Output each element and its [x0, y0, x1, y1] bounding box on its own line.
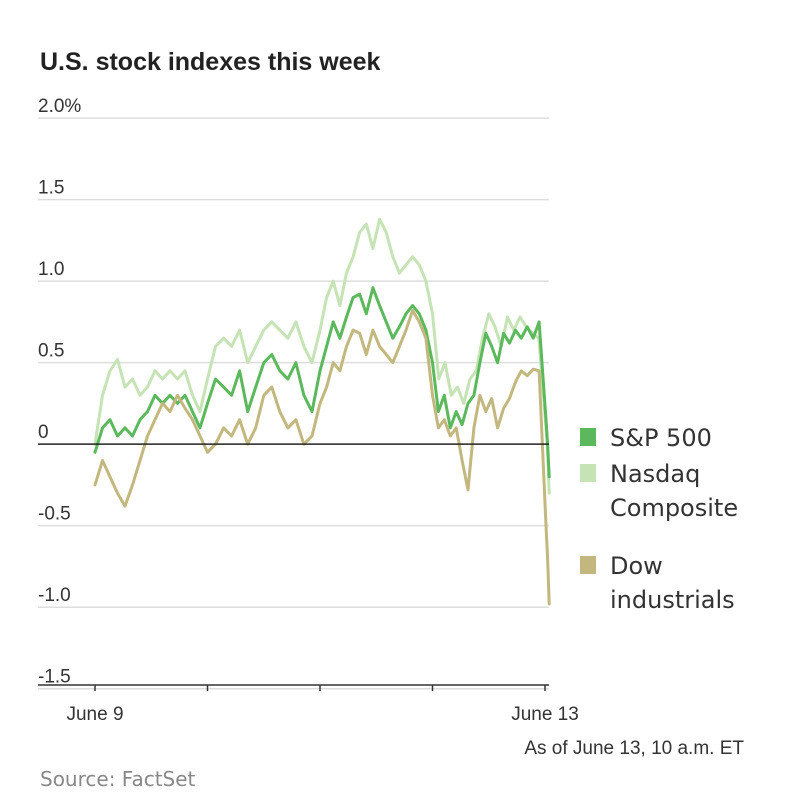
- legend-label: Composite: [610, 494, 738, 522]
- legend-swatch: [580, 556, 596, 574]
- legend-label: industrials: [610, 586, 735, 614]
- as-of-note: As of June 13, 10 a.m. ET: [524, 738, 744, 759]
- legend-label: S&P 500: [610, 424, 712, 452]
- legend-swatch: [580, 464, 596, 482]
- x-tick-label: June 13: [511, 704, 579, 725]
- legend-label: Dow: [610, 552, 663, 580]
- x-axis: June 9 June 13: [38, 684, 579, 725]
- legend-label: Nasdaq: [610, 460, 700, 488]
- source-note: Source: FactSet: [40, 767, 196, 791]
- series-line-s-p-500: [93, 286, 551, 479]
- y-tick-label: -1.0: [38, 585, 71, 606]
- y-tick-label: -0.5: [38, 504, 71, 525]
- y-tick-label: 1.5: [38, 178, 64, 199]
- x-tick-label: June 9: [66, 704, 123, 725]
- legend-swatch: [580, 428, 596, 446]
- series-line-nasdaq-composite: [93, 217, 551, 495]
- series-lines: [93, 217, 551, 606]
- y-tick-label: 2.0%: [38, 96, 81, 117]
- series-line-dow-industrials: [93, 309, 551, 606]
- y-tick-label: 0.5: [38, 341, 64, 362]
- gridlines: [38, 117, 549, 690]
- legend: S&P 500 Nasdaq Composite Dow industrials: [580, 424, 738, 614]
- y-tick-label: 0: [38, 422, 49, 443]
- y-tick-label: 1.0: [38, 259, 64, 280]
- y-axis-ticks: 2.0% 1.5 1.0 0.5 0 -0.5 -1.0 -1.5: [38, 96, 81, 688]
- y-tick-label: -1.5: [38, 667, 71, 688]
- chart-title: U.S. stock indexes this week: [40, 48, 381, 76]
